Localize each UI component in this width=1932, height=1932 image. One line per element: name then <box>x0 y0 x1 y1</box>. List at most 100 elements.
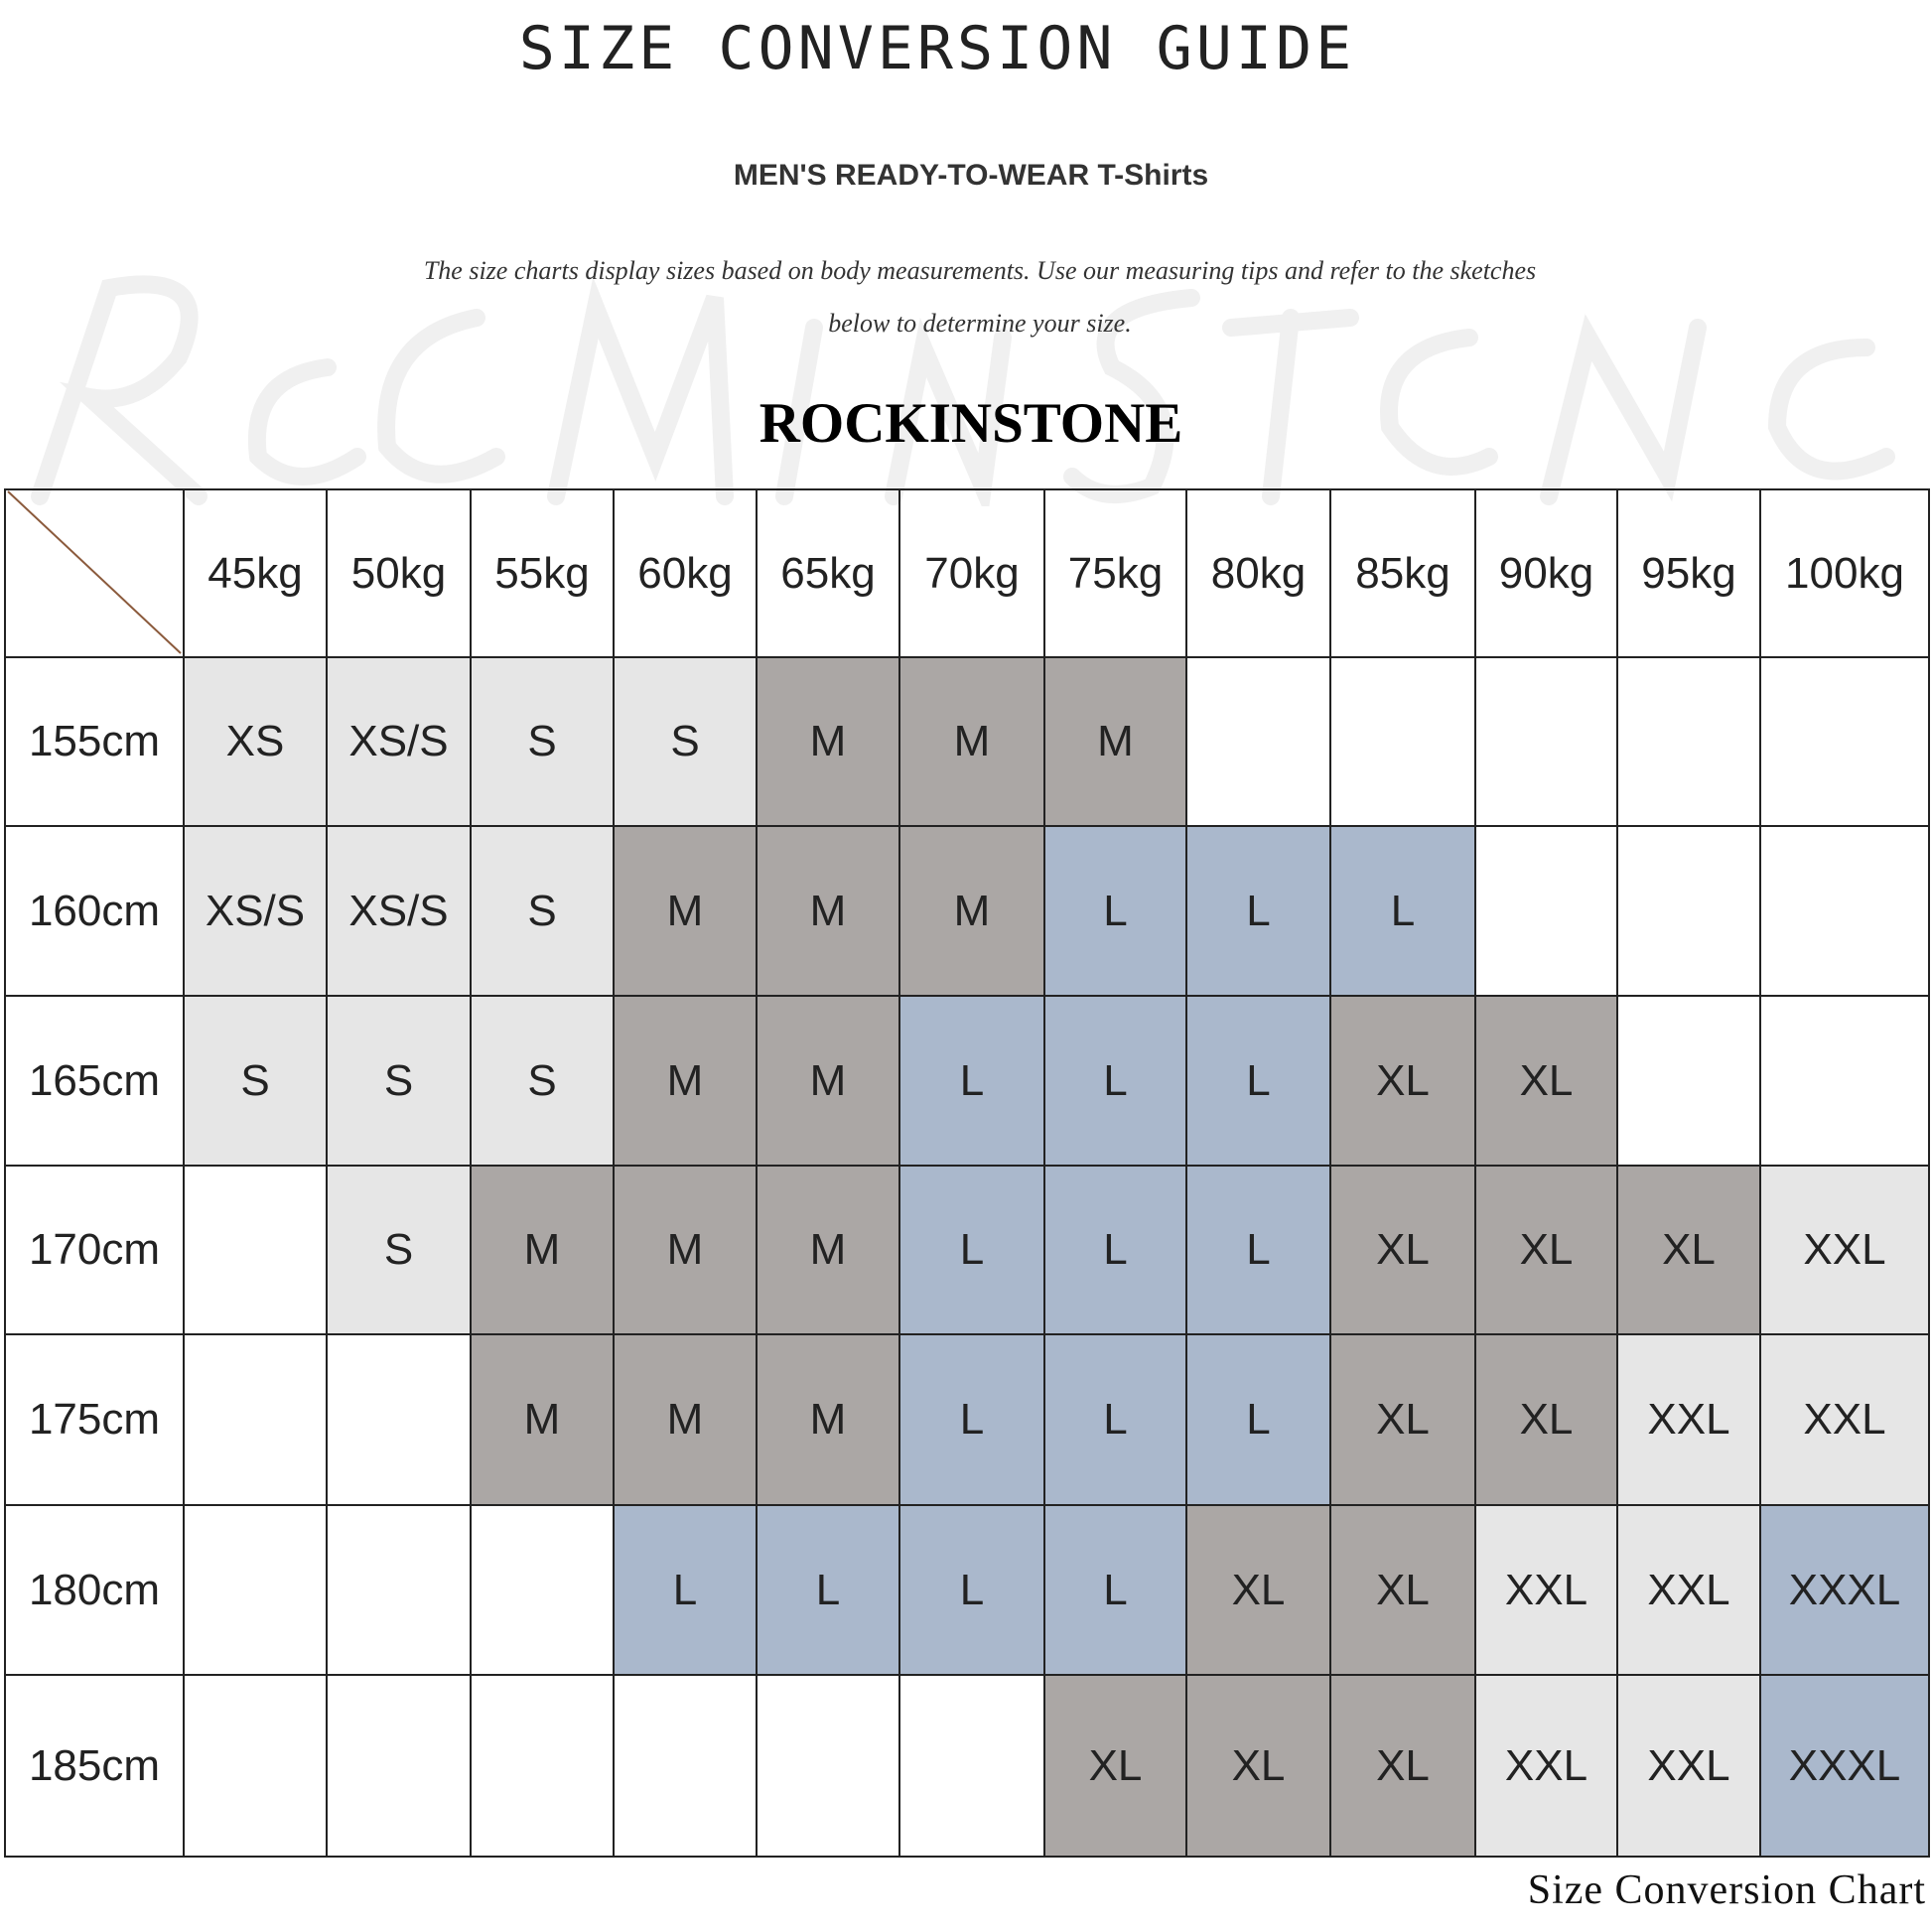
size-cell: XXL <box>1761 1167 1930 1335</box>
size-cell: M <box>615 827 758 997</box>
size-cell: S <box>328 997 472 1167</box>
height-label: 155cm <box>4 658 185 827</box>
size-cell: XL <box>1476 1335 1618 1506</box>
size-cell: M <box>472 1335 615 1506</box>
weight-header: 80kg <box>1187 488 1331 658</box>
size-cell: XXL <box>1476 1506 1618 1676</box>
corner-cell <box>4 488 185 658</box>
size-cell: XL <box>1187 1506 1331 1676</box>
size-cell: L <box>900 1335 1045 1506</box>
size-cell: XS/S <box>328 658 472 827</box>
size-cell <box>472 1676 615 1858</box>
size-cell: XL <box>1476 997 1618 1167</box>
size-cell: L <box>1045 1335 1187 1506</box>
size-cell: XS/S <box>328 827 472 997</box>
size-cell <box>328 1506 472 1676</box>
weight-header: 90kg <box>1476 488 1618 658</box>
weight-header: 65kg <box>758 488 900 658</box>
size-cell: M <box>615 1167 758 1335</box>
size-cell: M <box>615 997 758 1167</box>
size-cell <box>185 1676 328 1858</box>
size-cell: M <box>758 658 900 827</box>
size-cell: M <box>758 997 900 1167</box>
size-cell: XXL <box>1761 1335 1930 1506</box>
size-cell <box>1618 658 1761 827</box>
weight-header: 70kg <box>900 488 1045 658</box>
size-cell: XL <box>1331 1335 1476 1506</box>
weight-header: 85kg <box>1331 488 1476 658</box>
subtitle: MEN'S READY-TO-WEAR T-Shirts <box>733 159 1209 192</box>
size-cell: L <box>1187 827 1331 997</box>
size-cell: S <box>472 997 615 1167</box>
size-cell: L <box>900 997 1045 1167</box>
size-cell <box>185 1167 328 1335</box>
size-cell: M <box>900 827 1045 997</box>
height-label: 175cm <box>4 1335 185 1506</box>
size-cell <box>1761 658 1930 827</box>
weight-header: 55kg <box>472 488 615 658</box>
size-cell: L <box>1187 997 1331 1167</box>
size-cell: M <box>472 1167 615 1335</box>
size-cell: XS <box>185 658 328 827</box>
size-cell: M <box>900 658 1045 827</box>
height-label: 165cm <box>4 997 185 1167</box>
weight-header: 100kg <box>1761 488 1930 658</box>
size-cell: S <box>185 997 328 1167</box>
brand-name: ROCKINSTONE <box>759 392 1183 455</box>
size-cell: M <box>1045 658 1187 827</box>
weight-header: 60kg <box>615 488 758 658</box>
page-title: SIZE CONVERSION GUIDE <box>518 14 1356 83</box>
size-cell: XXL <box>1618 1335 1761 1506</box>
size-cell <box>328 1676 472 1858</box>
description-line-1: The size charts display sizes based on b… <box>423 256 1537 285</box>
size-cell: XL <box>1331 1506 1476 1676</box>
size-cell: L <box>1045 1506 1187 1676</box>
size-cell: XXL <box>1618 1506 1761 1676</box>
size-cell: L <box>758 1506 900 1676</box>
size-cell <box>1331 658 1476 827</box>
size-cell: XS/S <box>185 827 328 997</box>
description-line-2: below to determine your size. <box>828 309 1132 338</box>
size-cell: XL <box>1476 1167 1618 1335</box>
size-cell: L <box>900 1506 1045 1676</box>
size-cell <box>758 1676 900 1858</box>
size-cell <box>1761 997 1930 1167</box>
height-label: 170cm <box>4 1167 185 1335</box>
weight-header: 50kg <box>328 488 472 658</box>
size-cell <box>615 1676 758 1858</box>
size-cell: L <box>1331 827 1476 997</box>
size-cell <box>328 1335 472 1506</box>
size-cell: M <box>758 1335 900 1506</box>
size-cell <box>185 1335 328 1506</box>
footer-caption: Size Conversion Chart <box>1527 1867 1926 1913</box>
size-cell: XL <box>1045 1676 1187 1858</box>
size-cell: L <box>1187 1335 1331 1506</box>
size-cell <box>1618 997 1761 1167</box>
size-cell: L <box>615 1506 758 1676</box>
height-label: 180cm <box>4 1506 185 1676</box>
size-cell: S <box>472 658 615 827</box>
watermark-logo <box>31 275 1895 506</box>
size-cell: XL <box>1331 1676 1476 1858</box>
size-cell: XXXL <box>1761 1676 1930 1858</box>
size-cell <box>472 1506 615 1676</box>
size-cell: L <box>1187 1167 1331 1335</box>
size-cell <box>185 1506 328 1676</box>
size-cell: XL <box>1331 1167 1476 1335</box>
height-label: 185cm <box>4 1676 185 1858</box>
size-cell: L <box>900 1167 1045 1335</box>
size-cell: XL <box>1331 997 1476 1167</box>
size-cell <box>1618 827 1761 997</box>
size-cell <box>1476 827 1618 997</box>
size-cell: L <box>1045 1167 1187 1335</box>
weight-header: 95kg <box>1618 488 1761 658</box>
weight-header: 45kg <box>185 488 328 658</box>
size-cell: S <box>328 1167 472 1335</box>
size-cell <box>1761 827 1930 997</box>
size-cell: L <box>1045 997 1187 1167</box>
size-cell <box>1187 658 1331 827</box>
size-cell: S <box>615 658 758 827</box>
size-cell <box>900 1676 1045 1858</box>
size-cell: XXXL <box>1761 1506 1930 1676</box>
size-cell: XXL <box>1476 1676 1618 1858</box>
